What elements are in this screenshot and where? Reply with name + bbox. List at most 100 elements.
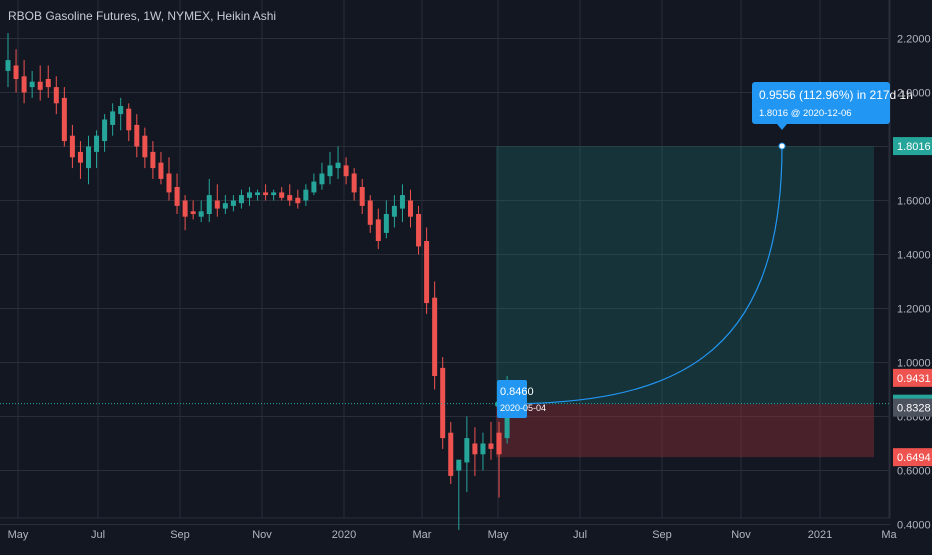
candle-body (29, 81, 35, 88)
candle-body (5, 60, 11, 71)
candle-body (408, 200, 413, 217)
candle-body (287, 195, 293, 201)
projection-label-line1: 0.9556 (112.96%) in 217d 1h (759, 88, 913, 102)
candle-body (263, 192, 269, 196)
y-tick-label: 1.6000 (897, 196, 931, 208)
candle-body (158, 162, 164, 179)
projection-label: 0.9556 (112.96%) in 217d 1h 1.8016 @ 2020… (752, 82, 913, 130)
chart-title: RBOB Gasoline Futures, 1W, NYMEX, Heikin… (8, 9, 277, 23)
candle-body (53, 87, 59, 104)
candle-body (206, 195, 212, 214)
candle-body (190, 211, 196, 214)
candle-body (279, 192, 285, 198)
price-tag-label: 1.8016 (897, 141, 931, 153)
candle-body (424, 241, 430, 304)
price-axis[interactable]: 0.40000.60000.80001.00001.20001.40001.60… (893, 34, 932, 532)
candle-body (247, 192, 252, 198)
price-tag[interactable]: 1.8016 (893, 137, 932, 156)
candle-body (174, 187, 180, 206)
y-tick-label: 2.2000 (897, 34, 931, 46)
candle-body (271, 192, 277, 196)
x-tick-label: May (8, 529, 29, 541)
candle-body (319, 173, 325, 185)
candle-body (496, 432, 502, 455)
candle-body (198, 211, 204, 217)
projection-label-line2: 1.8016 @ 2020-12-06 (759, 108, 852, 119)
candle-body (77, 151, 83, 163)
candle-body (61, 97, 67, 142)
y-tick-label: 0.6000 (897, 466, 931, 478)
candle-body (367, 200, 373, 225)
x-tick-label: Nov (252, 529, 272, 541)
candle-body (166, 173, 172, 193)
candle-body (391, 205, 397, 217)
entry-label-line1: 0.8460 (500, 386, 534, 398)
candle-body (45, 79, 51, 88)
candle-body (383, 214, 389, 233)
y-tick-label: 1.0000 (897, 358, 931, 370)
candle-body (343, 165, 349, 177)
x-tick-label: May (488, 529, 509, 541)
price-tag-label: 0.9431 (897, 373, 931, 385)
x-tick-label: Mar (413, 529, 432, 541)
y-tick-label: 0.4000 (897, 520, 931, 532)
candle-body (311, 181, 317, 193)
time-axis[interactable]: May Jul Sep Nov 2020 Mar May Jul Sep Nov 2021 Ma (8, 529, 898, 541)
price-tag[interactable]: 0.9431 (893, 368, 932, 387)
price-tag-box (893, 368, 932, 387)
x-tick-label: Nov (731, 529, 751, 541)
candle-body (13, 65, 19, 79)
candle-body (238, 195, 244, 204)
candle-body (230, 200, 236, 206)
x-tick-label: 2021 (808, 529, 832, 541)
candle-body (102, 119, 108, 142)
y-tick-label: 2.0000 (897, 88, 931, 100)
candle-body (399, 195, 405, 209)
candle-body (142, 135, 148, 158)
candle-body (255, 192, 261, 196)
y-tick-label: 1.2000 (897, 304, 931, 316)
price-tag-box (893, 448, 932, 467)
projection-curve (497, 146, 783, 405)
candle-body (94, 135, 100, 152)
candle-body (134, 124, 140, 147)
candle-body (222, 203, 228, 209)
overlays[interactable]: 0.9556 (112.96%) in 217d 1h 1.8016 @ 2020… (0, 82, 913, 418)
candle-body (456, 459, 462, 471)
candle-body (432, 297, 438, 376)
x-tick-label: Sep (652, 529, 672, 541)
candle-body (480, 443, 486, 455)
candle-body (118, 106, 124, 115)
candle-body (126, 108, 132, 131)
candle-body (472, 443, 478, 455)
price-tag[interactable]: 0.6494 (893, 448, 932, 467)
y-tick-label: 1.4000 (897, 250, 931, 262)
candle-body (375, 219, 381, 241)
candle-body (335, 162, 341, 169)
projection-end-handle[interactable] (778, 142, 786, 150)
target-zone[interactable] (496, 146, 874, 405)
stop-zone[interactable] (496, 404, 874, 458)
price-tag-label: 0.8328 (897, 403, 931, 415)
candle-body (69, 135, 75, 158)
price-tag[interactable]: 0.8328 (893, 398, 932, 417)
candle-body (110, 111, 116, 125)
candle-body (464, 438, 470, 463)
entry-label: 0.8460 2020-05-04 (497, 380, 546, 418)
x-tick-label: 2020 (332, 529, 356, 541)
candle-body (295, 197, 301, 204)
candle-body (359, 187, 365, 206)
position-zones[interactable] (496, 146, 874, 458)
price-tag-box (893, 137, 932, 156)
candle-body (327, 165, 333, 177)
candle-body (488, 443, 494, 449)
price-tag-box (893, 398, 932, 417)
candle-body (150, 151, 156, 169)
candle-body (448, 432, 454, 476)
price-tag-label: 0.6494 (897, 452, 931, 464)
candle-body (182, 200, 188, 217)
candle-body (351, 173, 357, 193)
candle-body (37, 81, 43, 90)
